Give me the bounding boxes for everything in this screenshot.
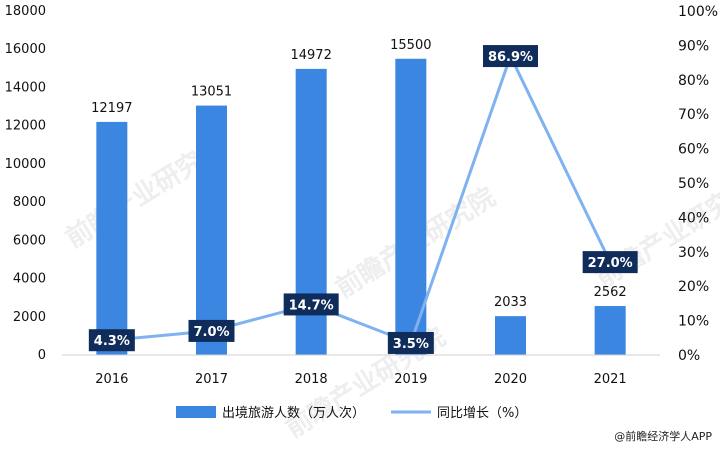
credit-text: @前瞻经济学人APP [614, 430, 712, 443]
growth-value-label: 3.5% [393, 337, 429, 352]
growth-value-label: 27.0% [588, 256, 633, 271]
left-axis-tick-label: 2000 [13, 310, 46, 325]
legend-bar-swatch [176, 406, 216, 418]
bar-value-label: 15500 [390, 38, 431, 53]
growth-label-box [483, 45, 538, 68]
growth-label-box [387, 331, 434, 354]
right-axis-tick-label: 60% [678, 142, 709, 158]
bar-value-label: 14972 [290, 48, 331, 63]
right-axis-tick-label: 30% [678, 245, 709, 261]
right-axis-tick-label: 50% [678, 176, 709, 192]
bar-2020 [495, 316, 526, 355]
left-axis-tick-label: 12000 [5, 119, 46, 134]
legend-bar-label: 出境旅游人数（万人次） [222, 405, 365, 421]
growth-label-box [88, 329, 135, 352]
x-axis-tick-label: 2021 [594, 372, 627, 387]
left-axis-tick-label: 18000 [5, 4, 46, 19]
left-axis-tick-label: 16000 [5, 42, 46, 57]
bar-value-label: 12197 [91, 101, 132, 116]
bar-value-label: 2033 [494, 295, 527, 310]
left-axis-tick-label: 0 [38, 348, 46, 363]
growth-line [111, 54, 612, 345]
right-axis-tick-label: 100% [678, 4, 718, 20]
bar-value-label: 2562 [594, 285, 627, 300]
growth-label-box [582, 251, 638, 274]
right-axis-tick-label: 90% [678, 38, 709, 54]
right-axis-tick-label: 20% [678, 279, 709, 295]
bar-value-label: 13051 [191, 85, 232, 100]
growth-value-label: 86.9% [488, 50, 533, 65]
right-axis-tick-label: 0% [678, 348, 700, 364]
legend-line-label: 同比增长（%） [437, 406, 527, 421]
bar-2019 [395, 58, 427, 356]
left-axis-tick-label: 14000 [5, 80, 46, 95]
right-axis-tick-label: 80% [678, 73, 709, 89]
x-axis-tick-label: 2019 [394, 372, 427, 387]
right-axis-tick-label: 40% [678, 210, 709, 226]
bar-2021 [594, 306, 626, 355]
x-axis-tick-label: 2020 [494, 372, 527, 387]
right-axis-tick-label: 70% [678, 107, 709, 123]
growth-value-label: 4.3% [94, 334, 130, 349]
left-axis-tick-label: 8000 [13, 195, 46, 210]
x-axis-tick-label: 2017 [195, 372, 228, 387]
bar-2016 [96, 121, 128, 355]
growth-value-label: 14.7% [289, 298, 334, 313]
x-axis-tick-label: 2018 [295, 372, 328, 387]
left-axis-tick-label: 6000 [13, 233, 46, 248]
right-axis-tick-label: 10% [678, 314, 709, 330]
growth-label-box [188, 319, 235, 342]
left-axis-tick-label: 4000 [13, 272, 46, 287]
growth-label-box [283, 293, 339, 316]
x-axis-tick-label: 2016 [95, 372, 128, 387]
bar-2017 [196, 105, 227, 355]
left-axis-tick-label: 10000 [5, 157, 46, 172]
growth-value-label: 7.0% [193, 325, 229, 340]
